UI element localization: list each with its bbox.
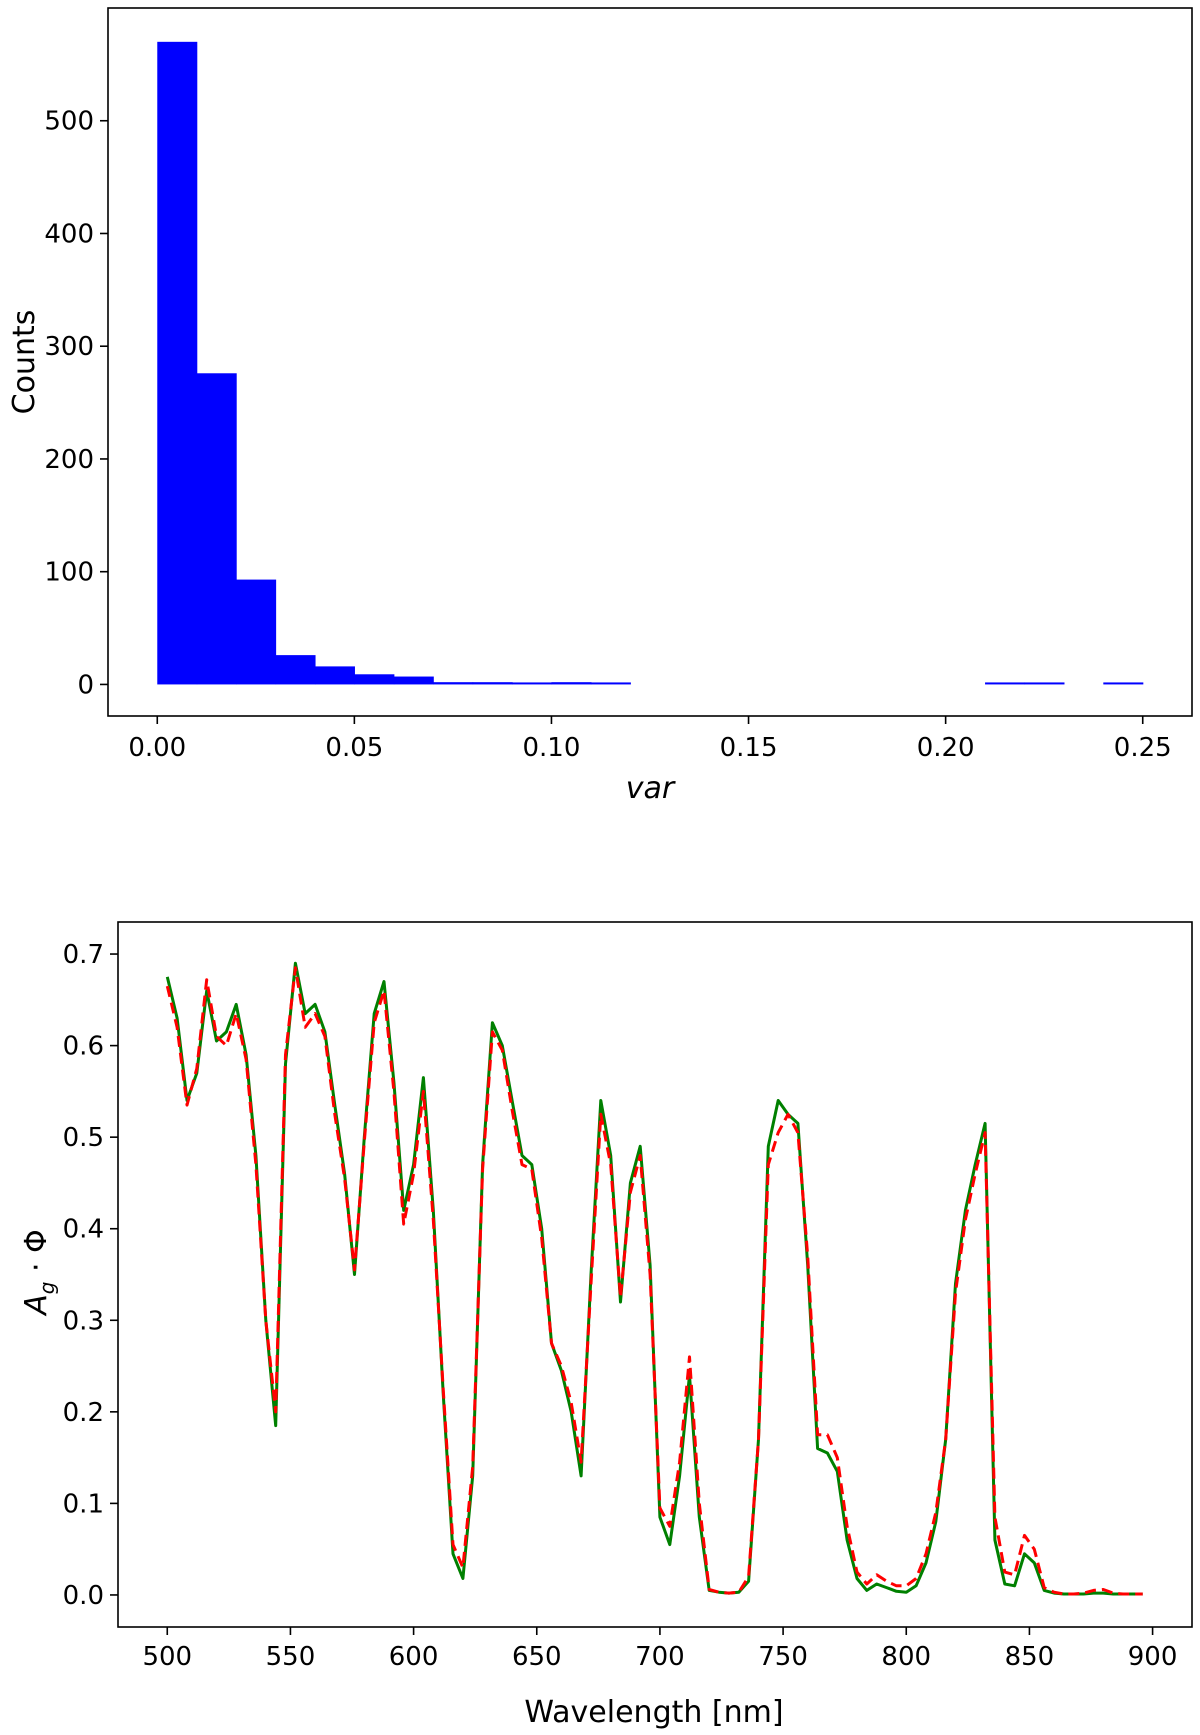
spectrum-line-dashed-red	[165, 966, 1143, 1596]
histogram-bar	[393, 676, 434, 685]
spectrum-x-tick-label: 600	[389, 1642, 439, 1672]
spectrum-line-solid-green	[165, 961, 1143, 1596]
histogram-y-tick-label: 300	[44, 332, 94, 362]
spectrum-x-tick-label: 850	[1005, 1642, 1055, 1672]
histogram-x-axis-label: var	[626, 771, 676, 806]
histogram-x-tick-label: 0.05	[325, 733, 383, 763]
spectrum-x-tick-label: 500	[142, 1642, 192, 1672]
histogram-x-tick-label: 0.20	[917, 733, 975, 763]
spectrum-frame	[117, 921, 1193, 1628]
histogram-bar	[1024, 682, 1065, 685]
histogram-bar	[512, 682, 553, 685]
spectrum-panel: 500 550 600 650 700 750 800 850 900 0.0 0.1 0.2 0.3…	[19, 921, 1193, 1730]
histogram-y-tick-label: 0	[77, 670, 94, 700]
histogram-x-tick-label: 0.00	[128, 733, 186, 763]
histogram-bar	[433, 682, 474, 685]
histogram-y-tick-label: 200	[44, 445, 94, 475]
spectrum-x-tick-label: 700	[635, 1642, 685, 1672]
histogram-bar	[590, 682, 631, 685]
histogram-bars	[157, 41, 1144, 685]
histogram-frame	[107, 7, 1193, 717]
histogram-x-tick-label: 0.10	[523, 733, 581, 763]
spectrum-lines	[165, 961, 1143, 1596]
spectrum-y-tick-label: 0.4	[63, 1215, 104, 1245]
spectrum-y-tick-label: 0.2	[63, 1398, 104, 1428]
spectrum-x-ticks: 500 550 600 650 700 750 800 850 900	[142, 1627, 1177, 1672]
histogram-bar	[354, 674, 395, 685]
histogram-y-tick-label: 400	[44, 219, 94, 249]
spectrum-y-axis-label: Ag · Φ	[19, 1229, 59, 1316]
spectrum-y-tick-label: 0.1	[63, 1489, 104, 1519]
spectrum-x-tick-label: 550	[266, 1642, 316, 1672]
spectrum-x-axis-label: Wavelength [nm]	[524, 1695, 783, 1730]
histogram-bar	[236, 579, 277, 685]
spectrum-y-tick-label: 0.7	[63, 940, 104, 970]
histogram-bar	[196, 373, 237, 685]
histogram-panel: 0.00 0.05 0.10 0.15 0.20 0.25 0 100 200 300 400 50…	[7, 7, 1193, 806]
spectrum-x-tick-label: 900	[1128, 1642, 1178, 1672]
spectrum-y-tick-label: 0.3	[63, 1306, 104, 1336]
spectrum-x-tick-label: 750	[758, 1642, 808, 1672]
histogram-bar	[1103, 682, 1144, 685]
histogram-bar	[472, 682, 513, 685]
spectrum-x-tick-label: 650	[512, 1642, 562, 1672]
spectrum-y-ticks: 0.0 0.1 0.2 0.3 0.4 0.5 0.6 0.7	[63, 940, 118, 1611]
histogram-bar	[551, 682, 592, 685]
histogram-bar	[275, 655, 316, 685]
histogram-x-ticks: 0.00 0.05 0.10 0.15 0.20 0.25	[128, 716, 1172, 763]
histogram-y-tick-label: 500	[44, 107, 94, 137]
histogram-y-ticks: 0 100 200 300 400 500	[44, 107, 108, 700]
histogram-bar	[157, 41, 198, 685]
histogram-x-tick-label: 0.25	[1114, 733, 1172, 763]
histogram-y-axis-label: Counts	[7, 310, 42, 415]
spectrum-y-tick-label: 0.0	[63, 1581, 104, 1611]
histogram-bar	[985, 682, 1026, 685]
spectrum-x-tick-label: 800	[881, 1642, 931, 1672]
spectrum-y-tick-label: 0.5	[63, 1123, 104, 1153]
histogram-y-tick-label: 100	[44, 558, 94, 588]
spectrum-y-tick-label: 0.6	[63, 1032, 104, 1062]
histogram-bar	[314, 666, 355, 685]
histogram-x-tick-label: 0.15	[720, 733, 778, 763]
